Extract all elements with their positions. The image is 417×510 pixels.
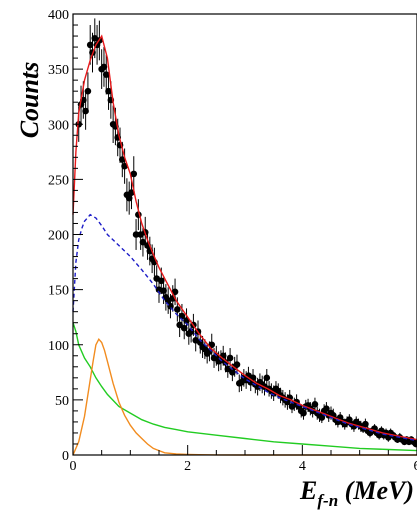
series-1-line xyxy=(72,34,417,441)
series-2-line xyxy=(72,213,417,442)
y-tick-label-4: 200 xyxy=(48,229,69,244)
y-tick-label-0: 0 xyxy=(62,449,69,464)
data-point-66 xyxy=(226,354,234,362)
data-point-37 xyxy=(160,287,167,295)
data-point-64 xyxy=(222,359,229,366)
x-tick-label-0: 0 xyxy=(70,459,77,474)
data-point-49 xyxy=(187,328,195,335)
series-layer xyxy=(72,18,417,456)
data-point-43 xyxy=(174,306,181,313)
data-point-106 xyxy=(318,414,326,421)
x-axis-title-unit: (MeV) xyxy=(338,476,414,505)
data-point-44 xyxy=(176,321,183,329)
y-tick-label-1: 50 xyxy=(55,394,69,409)
x-tick-label-1: 2 xyxy=(184,459,191,474)
data-point-57 xyxy=(206,348,213,355)
x-axis-title-sub: f-n xyxy=(317,491,338,510)
data-point-28 xyxy=(139,238,147,246)
y-tick-label-7: 350 xyxy=(48,63,69,78)
data-point-98 xyxy=(300,409,307,417)
x-axis-title: Ef-n (MeV) xyxy=(299,476,414,510)
data-point-3 xyxy=(82,107,89,115)
y-tick-label-5: 250 xyxy=(48,173,69,188)
data-point-147 xyxy=(412,440,417,448)
data-point-20 xyxy=(121,162,128,170)
data-point-82 xyxy=(263,374,271,382)
series-3-line xyxy=(72,322,417,452)
data-point-22 xyxy=(125,194,133,202)
data-point-11 xyxy=(100,63,108,71)
axes-layer: 0 50 100 150 200 250 300 350 400 0 2 4 6 xyxy=(48,8,417,474)
y-axis-title: Counts xyxy=(15,62,44,139)
data-point-19 xyxy=(119,156,126,163)
data-point-67 xyxy=(229,369,236,376)
series-4-line xyxy=(72,337,417,456)
x-axis-title-main: E xyxy=(299,476,317,505)
data-point-12 xyxy=(102,71,110,78)
data-point-5 xyxy=(86,41,94,49)
data-point-45 xyxy=(178,312,186,320)
y-tick-label-8: 400 xyxy=(48,8,69,23)
y-tick-label-3: 150 xyxy=(48,284,69,299)
x-tick-label-2: 4 xyxy=(299,459,306,474)
data-point-13 xyxy=(105,87,112,95)
x-tick-label-3: 6 xyxy=(414,459,417,474)
data-point-108 xyxy=(323,405,330,412)
data-point-65 xyxy=(224,365,232,373)
data-point-46 xyxy=(180,324,188,332)
data-point-36 xyxy=(157,277,165,285)
y-tick-label-2: 100 xyxy=(48,339,69,354)
data-point-25 xyxy=(132,231,140,238)
data-point-69 xyxy=(233,361,241,368)
data-point-125 xyxy=(362,420,369,428)
data-point-24 xyxy=(130,170,138,178)
data-point-42 xyxy=(171,288,179,296)
data-point-4 xyxy=(84,87,92,95)
y-tick-label-6: 300 xyxy=(48,118,69,133)
data-point-103 xyxy=(311,400,319,408)
plot-frame xyxy=(72,13,417,456)
data-point-23 xyxy=(128,189,135,196)
